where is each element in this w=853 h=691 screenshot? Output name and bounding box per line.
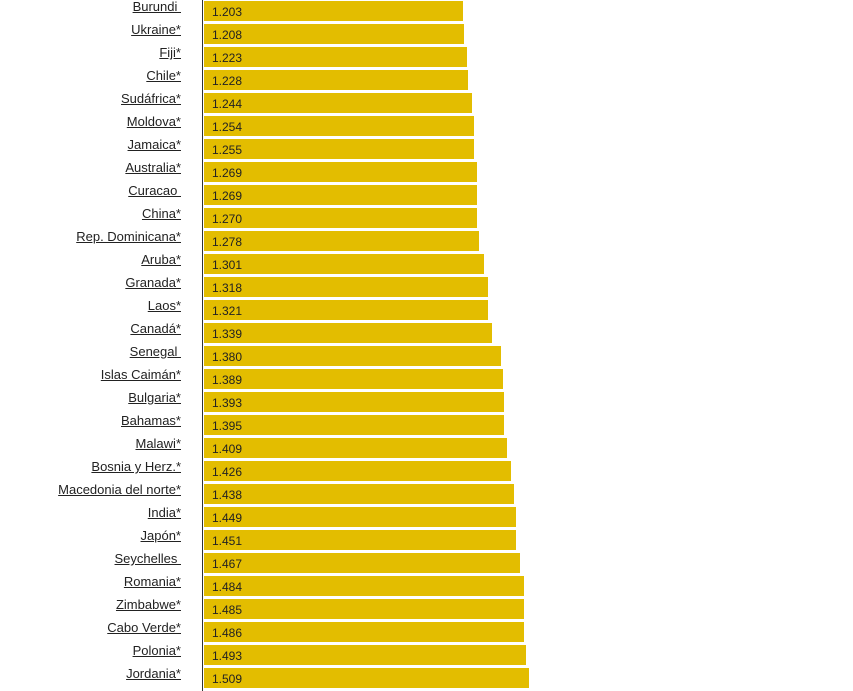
category-label[interactable]: Malawi* — [135, 436, 181, 451]
bar: 1.395 — [204, 415, 505, 435]
bar-value-label: 1.485 — [212, 603, 243, 617]
bar-value-label: 1.228 — [212, 74, 243, 88]
bar: 1.509 — [204, 668, 529, 688]
bar: 1.278 — [204, 231, 480, 251]
category-axis-line — [202, 0, 203, 691]
category-label[interactable]: Seychelles — [114, 551, 181, 566]
category-label[interactable]: Cabo Verde* — [107, 620, 181, 635]
category-label[interactable]: Burundi — [132, 0, 181, 14]
bar: 1.485 — [204, 599, 524, 619]
bar: 1.486 — [204, 622, 525, 642]
bar-value-label: 1.269 — [212, 189, 243, 203]
category-label[interactable]: Rep. Dominicana* — [76, 229, 181, 244]
bar: 1.269 — [204, 162, 478, 182]
bar-value-label: 1.484 — [212, 580, 243, 594]
category-label[interactable]: Sudáfrica* — [121, 91, 181, 106]
bar-value-label: 1.509 — [212, 672, 243, 686]
bar-value-label: 1.409 — [212, 442, 243, 456]
category-label[interactable]: Curacao — [128, 183, 181, 198]
bar: 1.270 — [204, 208, 478, 228]
bar-value-label: 1.451 — [212, 534, 243, 548]
category-label[interactable]: Laos* — [147, 298, 181, 313]
bar-value-label: 1.203 — [212, 5, 243, 19]
bar-value-label: 1.278 — [212, 235, 243, 249]
bar: 1.321 — [204, 300, 489, 320]
bar: 1.223 — [204, 47, 468, 67]
bar-value-label: 1.449 — [212, 511, 243, 525]
bar-value-label: 1.254 — [212, 120, 243, 134]
category-label[interactable]: Ukraine* — [131, 22, 181, 37]
category-label[interactable]: Macedonia del norte* — [58, 482, 181, 497]
category-label[interactable]: Romania* — [123, 574, 181, 589]
bar: 1.393 — [204, 392, 504, 412]
category-label[interactable]: Bosnia y Herz.* — [91, 459, 181, 474]
bar-value-label: 1.269 — [212, 166, 243, 180]
bar-value-label: 1.321 — [212, 304, 243, 318]
category-label[interactable]: Moldova* — [126, 114, 181, 129]
bar-value-label: 1.393 — [212, 396, 243, 410]
bar-value-label: 1.255 — [212, 143, 243, 157]
category-label[interactable]: Fiji* — [159, 45, 181, 60]
bar: 1.426 — [204, 461, 512, 481]
bar: 1.438 — [204, 484, 514, 504]
category-label[interactable]: Bahamas* — [121, 413, 181, 428]
bar: 1.409 — [204, 438, 508, 458]
bar: 1.244 — [204, 93, 472, 113]
bar: 1.254 — [204, 116, 474, 136]
category-label[interactable]: Jordania* — [126, 666, 181, 681]
bar-value-label: 1.301 — [212, 258, 243, 272]
bar-value-label: 1.493 — [212, 649, 243, 663]
bar-value-label: 1.395 — [212, 419, 243, 433]
bar-value-label: 1.426 — [212, 465, 243, 479]
bar: 1.451 — [204, 530, 517, 550]
category-label[interactable]: Zimbabwe* — [115, 597, 181, 612]
bar-value-label: 1.244 — [212, 97, 243, 111]
bar: 1.493 — [204, 645, 526, 665]
bar: 1.301 — [204, 254, 485, 274]
category-label[interactable]: Polonia* — [132, 643, 181, 658]
category-label[interactable]: Senegal — [129, 344, 181, 359]
category-label[interactable]: Canadá* — [130, 321, 181, 336]
category-label[interactable]: China* — [141, 206, 181, 221]
category-label[interactable]: Jamaica* — [127, 137, 181, 152]
bar: 1.318 — [204, 277, 488, 297]
bar: 1.208 — [204, 24, 465, 44]
bar-value-label: 1.208 — [212, 28, 243, 42]
category-label[interactable]: Aruba* — [141, 252, 181, 267]
bar: 1.339 — [204, 323, 493, 343]
bar-value-label: 1.380 — [212, 350, 243, 364]
bar-value-label: 1.467 — [212, 557, 243, 571]
bar: 1.389 — [204, 369, 504, 389]
category-label[interactable]: India* — [147, 505, 181, 520]
bar: 1.467 — [204, 553, 520, 573]
bar: 1.484 — [204, 576, 524, 596]
bar-value-label: 1.339 — [212, 327, 243, 341]
bar: 1.228 — [204, 70, 469, 90]
bar: 1.449 — [204, 507, 517, 527]
category-label[interactable]: Granada* — [125, 275, 181, 290]
bar-value-label: 1.486 — [212, 626, 243, 640]
bar-value-label: 1.389 — [212, 373, 243, 387]
bar: 1.380 — [204, 346, 502, 366]
bar-value-label: 1.270 — [212, 212, 243, 226]
category-label[interactable]: Islas Caimán* — [100, 367, 181, 382]
bar: 1.269 — [204, 185, 478, 205]
bar-value-label: 1.223 — [212, 51, 243, 65]
category-label[interactable]: Australia* — [125, 160, 181, 175]
bar-value-label: 1.438 — [212, 488, 243, 502]
bar: 1.255 — [204, 139, 475, 159]
category-label[interactable]: Japón* — [140, 528, 181, 543]
category-label[interactable]: Chile* — [146, 68, 181, 83]
category-label[interactable]: Bulgaria* — [128, 390, 181, 405]
bar-value-label: 1.318 — [212, 281, 243, 295]
bar: 1.203 — [204, 1, 463, 21]
